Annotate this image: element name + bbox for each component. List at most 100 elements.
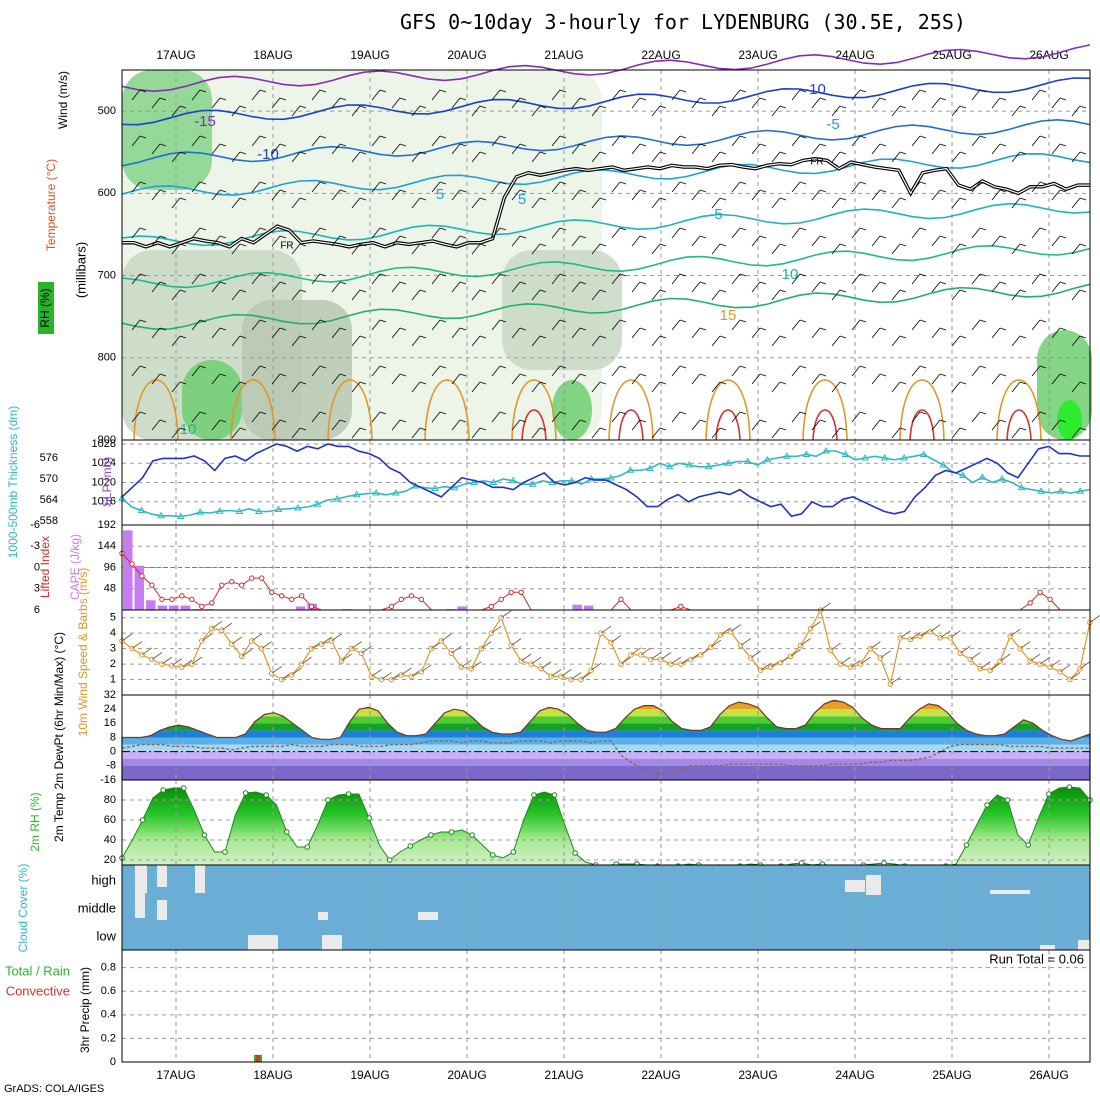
wind-barb-flag xyxy=(619,227,627,231)
rh-point xyxy=(489,852,496,858)
wind-barb xyxy=(611,273,621,285)
wind-barb xyxy=(611,135,621,147)
wind-barb xyxy=(1011,151,1021,163)
wind-barb-10m xyxy=(870,641,881,650)
wind-barb-10m xyxy=(750,650,761,659)
li-point xyxy=(498,596,504,603)
wind-barb-10m xyxy=(291,667,302,676)
li-point xyxy=(139,573,145,579)
wind-barb xyxy=(471,335,481,347)
wind-barb xyxy=(911,135,921,147)
wind-barb xyxy=(551,227,561,239)
wind-barb xyxy=(271,143,281,155)
wind-barb xyxy=(1051,327,1061,339)
wind-barb-flag xyxy=(699,419,707,423)
wind-barb-10m xyxy=(850,659,861,668)
wind-barb xyxy=(191,181,201,193)
ylabel-total-rain: Total / Rain xyxy=(5,963,70,978)
wind-barb xyxy=(531,381,541,393)
wind-barb-flag xyxy=(299,243,307,247)
contour-label: -15 xyxy=(194,113,216,130)
cape-bar xyxy=(157,605,168,610)
wind-barb-flag xyxy=(819,419,827,423)
wind-barb xyxy=(451,419,461,431)
wind-barb-flag xyxy=(759,373,767,377)
wind-barb xyxy=(311,181,321,193)
wind-barb-10m xyxy=(161,656,173,665)
wind-barb-flag xyxy=(619,411,627,415)
wind-barb xyxy=(131,227,141,239)
wind-barb-flag xyxy=(779,197,787,201)
wind-barb xyxy=(751,235,761,247)
wind-barb-flag xyxy=(639,97,647,101)
wind-barb xyxy=(291,151,301,163)
wind-barb-flag xyxy=(939,281,947,285)
wind-barb-flag xyxy=(219,189,227,193)
thickness-marker xyxy=(646,464,654,471)
wind-barb-flag xyxy=(879,327,887,331)
wind-barb-flag xyxy=(679,411,687,415)
wind-barb xyxy=(211,235,221,247)
wind-barb-flag xyxy=(1019,197,1027,201)
wind-barb xyxy=(211,143,221,155)
wind-barb-10m xyxy=(1009,628,1021,637)
wind-barb xyxy=(1011,289,1021,301)
wind-barb xyxy=(471,197,481,209)
wind-barb-flag xyxy=(839,243,847,247)
wind-barb-flag xyxy=(439,227,447,231)
wind-barb-flag xyxy=(719,105,727,109)
date-label-bottom: 24AUG xyxy=(835,1068,874,1082)
wind-barb xyxy=(871,327,881,339)
wind-barb xyxy=(371,227,381,239)
footer-credit: GrADS: COLA/IGES xyxy=(4,1083,105,1095)
wind-barb xyxy=(251,181,261,193)
wind-barb xyxy=(1071,105,1081,117)
li-point xyxy=(518,589,524,595)
wind-barb-flag xyxy=(859,365,867,369)
wind-barb xyxy=(951,427,961,439)
ytick-label-thickness: 558 xyxy=(40,515,58,527)
wind-barb xyxy=(831,151,841,163)
date-label-top: 24AUG xyxy=(835,48,874,62)
date-label-top: 20AUG xyxy=(447,48,486,62)
wind-barb-flag xyxy=(339,281,347,285)
wind-barb-flag xyxy=(839,105,847,109)
wind-barb-flag xyxy=(219,327,227,331)
li-point xyxy=(159,596,165,603)
wind-barb-10m xyxy=(900,630,911,639)
wind-barb xyxy=(1011,197,1021,209)
wind-barb xyxy=(211,327,221,339)
wind-barb-10m xyxy=(461,659,472,668)
wind-barb-flag xyxy=(279,419,287,423)
thickness-marker xyxy=(1076,487,1085,494)
thickness-marker xyxy=(626,466,635,473)
wind-barb xyxy=(711,335,721,347)
wind-barb-10m xyxy=(710,639,722,648)
wind-barb-10m xyxy=(361,645,372,654)
wind-barb-flag xyxy=(139,135,147,139)
wind-barb-flag xyxy=(1079,151,1087,155)
wind-barb xyxy=(271,373,281,385)
wind-barb-flag xyxy=(1059,327,1067,331)
wind-barb xyxy=(1051,143,1061,155)
wind-barb-flag xyxy=(519,327,527,331)
wind-barb xyxy=(1071,151,1081,163)
ylabel-thickness: 1000-500mb Thickness (dm) xyxy=(6,406,20,559)
wind-barb-10m xyxy=(490,625,502,634)
wind-barb xyxy=(1071,427,1081,439)
wind-barb-flag xyxy=(299,105,307,109)
wind-barb-10m xyxy=(820,602,831,611)
wind-barb xyxy=(971,89,981,101)
ytick-label: 2 xyxy=(110,658,116,670)
wind-barb-10m xyxy=(940,630,951,639)
wind-barb-flag xyxy=(1039,411,1047,415)
wind-barb xyxy=(391,189,401,201)
wind-barb-flag xyxy=(359,427,367,431)
wind-barb-flag xyxy=(479,427,487,431)
wind-barb xyxy=(191,135,201,147)
wind-barb xyxy=(671,273,681,285)
wind-barb-flag xyxy=(299,427,307,431)
wind-barb xyxy=(431,411,441,423)
wind-barb-flag xyxy=(1059,97,1067,101)
wind-barb-flag xyxy=(239,335,247,339)
